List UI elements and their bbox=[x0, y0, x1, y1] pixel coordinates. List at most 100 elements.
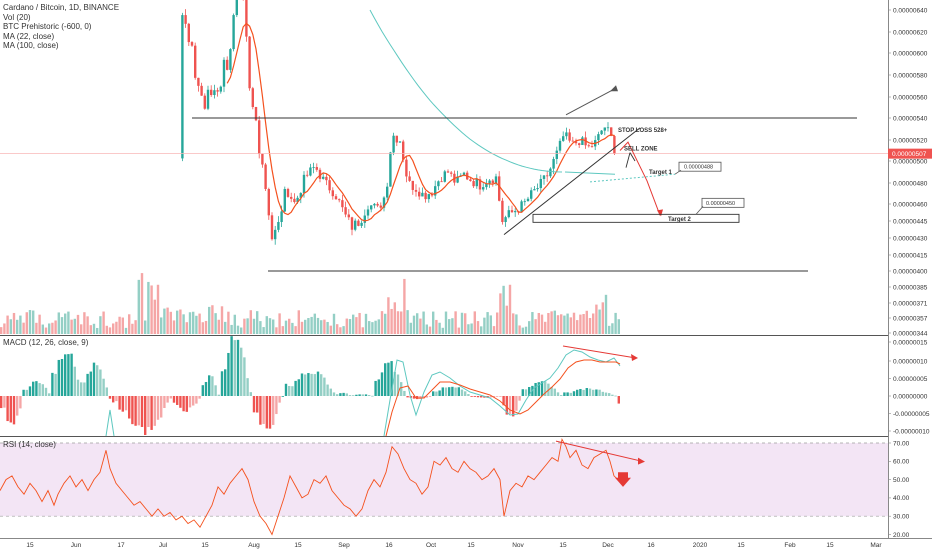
volume-bar bbox=[246, 318, 249, 334]
macd-histogram-bar bbox=[249, 392, 252, 396]
chart-legend: Cardano / Bitcoin, 1D, BINANCE Vol (20) … bbox=[3, 3, 119, 51]
volume-bar bbox=[268, 318, 272, 334]
candle-body bbox=[338, 199, 341, 201]
macd-histogram-bar bbox=[464, 391, 467, 396]
volume-bar bbox=[156, 284, 160, 334]
candle-body bbox=[552, 158, 555, 169]
macd-histogram-bar bbox=[102, 378, 105, 396]
candle-body bbox=[357, 220, 360, 226]
candle-body bbox=[414, 189, 418, 192]
macd-divergence-line bbox=[562, 345, 637, 359]
macd-histogram-bar bbox=[105, 387, 108, 396]
macd-histogram-bar bbox=[572, 391, 576, 396]
time-tick-label: Oct bbox=[426, 542, 436, 549]
volume-bar bbox=[89, 325, 92, 334]
macd-histogram-bar bbox=[108, 396, 112, 399]
volume-bar bbox=[140, 273, 144, 334]
volume-bar bbox=[220, 306, 224, 334]
volume-bar bbox=[179, 309, 182, 334]
candle-body bbox=[386, 186, 389, 198]
macd-histogram-bar bbox=[476, 396, 480, 398]
volume-bar bbox=[332, 313, 336, 334]
macd-histogram-bar bbox=[281, 396, 284, 397]
time-tick-label: Dec bbox=[602, 542, 614, 549]
callout-450: 0.00000450 bbox=[706, 201, 735, 207]
volume-bar bbox=[329, 325, 332, 334]
macd-histogram-bar bbox=[76, 379, 80, 396]
macd-histogram-bar bbox=[499, 396, 502, 397]
time-tick-label: Aug bbox=[248, 542, 260, 549]
candle-body bbox=[456, 176, 459, 183]
macd-histogram-bar bbox=[185, 396, 188, 412]
volume-bar bbox=[425, 324, 428, 334]
candle-body bbox=[222, 59, 226, 87]
macd-histogram-bar bbox=[566, 392, 569, 396]
current-price-label: 0.00000507 bbox=[892, 151, 927, 158]
macd-histogram-bar bbox=[115, 396, 118, 402]
macd-histogram-bar bbox=[470, 396, 473, 397]
volume-bar bbox=[432, 311, 435, 334]
macd-histogram-bar bbox=[211, 376, 214, 396]
volume-bar bbox=[204, 320, 208, 334]
macd-histogram-bar bbox=[320, 374, 323, 396]
volume-bar bbox=[112, 323, 115, 334]
volume-bar bbox=[457, 327, 460, 334]
volume-bar bbox=[464, 313, 467, 334]
volume-bar bbox=[480, 326, 483, 334]
candle-body bbox=[491, 180, 494, 184]
macd-histogram-bar bbox=[179, 396, 182, 408]
macd-histogram-bar bbox=[588, 388, 592, 396]
annotation-sell-zone: SELL ZONE bbox=[624, 146, 658, 152]
macd-histogram-bar bbox=[448, 387, 451, 396]
volume-bar bbox=[339, 327, 342, 334]
volume-bar bbox=[598, 309, 601, 334]
macd-histogram-bar bbox=[412, 396, 416, 399]
volume-bar bbox=[576, 320, 579, 334]
volume-bar bbox=[252, 318, 256, 334]
price-tick-label: 0.00000344 bbox=[893, 330, 928, 337]
price-tick-label: 0.00000580 bbox=[893, 72, 928, 79]
volume-bar bbox=[28, 310, 32, 334]
volume-bar bbox=[195, 315, 198, 334]
volume-bar bbox=[211, 305, 214, 334]
macd-histogram-bar bbox=[361, 394, 364, 396]
macd-histogram-bar bbox=[540, 381, 544, 396]
macd-histogram-bar bbox=[336, 394, 339, 396]
macd-histogram-bar bbox=[502, 396, 505, 406]
candle-body bbox=[219, 86, 222, 92]
macd-histogram-bar bbox=[617, 396, 620, 404]
macd-histogram-bar bbox=[358, 394, 361, 396]
volume-bar bbox=[51, 322, 54, 334]
macd-histogram-bar bbox=[518, 396, 521, 401]
signal-line bbox=[385, 359, 621, 437]
price-tick-label: 0.00000480 bbox=[893, 180, 928, 187]
candle-body bbox=[210, 89, 213, 96]
macd-histogram-bar bbox=[598, 389, 601, 396]
candle-body bbox=[507, 210, 510, 218]
candle-body bbox=[290, 196, 293, 199]
volume-bar bbox=[128, 314, 131, 334]
candle-body bbox=[296, 197, 299, 203]
time-axis-border bbox=[0, 538, 932, 539]
macd-tick-label: 0.00000010 bbox=[893, 358, 928, 365]
macd-histogram-bar bbox=[80, 382, 83, 396]
volume-bar bbox=[537, 312, 540, 334]
macd-histogram-bar bbox=[601, 391, 604, 396]
macd-histogram-bar bbox=[316, 371, 320, 396]
candle-body bbox=[251, 88, 254, 108]
macd-histogram-bar bbox=[467, 394, 470, 396]
wedge-lower-line bbox=[503, 127, 641, 235]
macd-histogram-bar bbox=[393, 371, 396, 396]
macd-histogram-bar bbox=[339, 393, 342, 396]
price-tick-label: 0.00000500 bbox=[893, 158, 928, 165]
volume-bar bbox=[67, 311, 70, 334]
macd-line bbox=[383, 349, 621, 437]
macd-histogram-bar bbox=[224, 369, 227, 396]
candle-body bbox=[350, 217, 354, 230]
macd-histogram-bar bbox=[374, 380, 377, 396]
candle-body bbox=[606, 127, 610, 129]
volume-bar bbox=[22, 322, 25, 334]
volume-group bbox=[0, 273, 620, 334]
volume-bar bbox=[387, 297, 390, 334]
macd-histogram-bar bbox=[512, 396, 515, 417]
